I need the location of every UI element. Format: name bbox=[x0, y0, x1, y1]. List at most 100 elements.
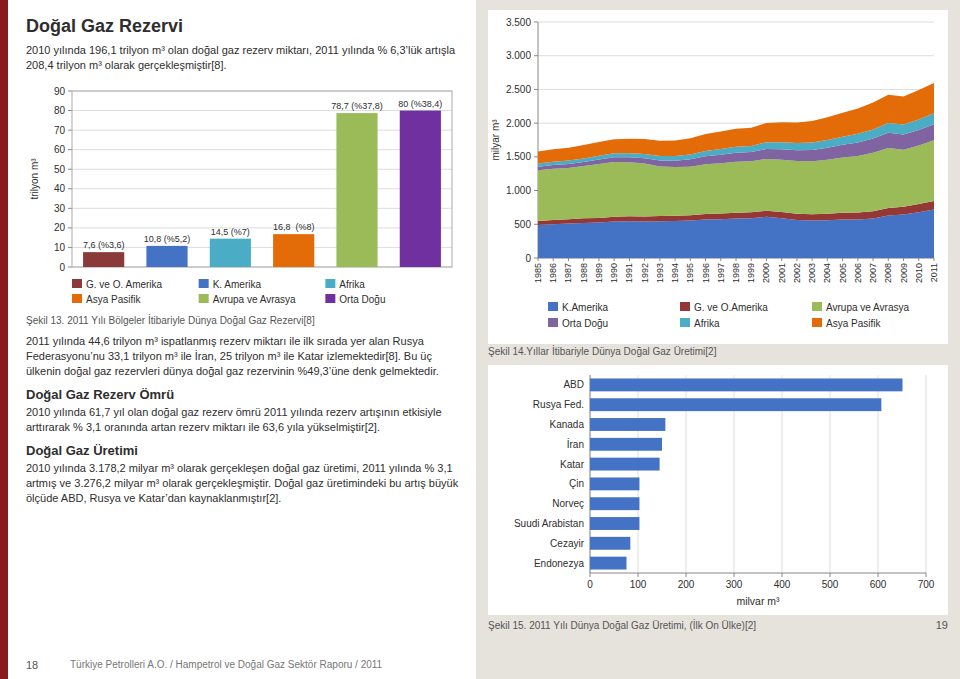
bar bbox=[146, 246, 187, 267]
tick-label: 1.000 bbox=[506, 185, 531, 196]
legend-label: Asya Pasifik bbox=[86, 294, 141, 305]
legend-swatch bbox=[199, 279, 209, 288]
axis-label: milyar m³ bbox=[490, 119, 501, 161]
tick bbox=[534, 224, 538, 225]
tick-label: 1985 bbox=[533, 263, 543, 283]
tick bbox=[568, 258, 569, 261]
paragraph: 2011 yılında 44,6 trilyon m³ ispatlanmış… bbox=[26, 334, 462, 379]
legend: K.Amerika G. ve O.Amerika Avrupa ve Avrasy… bbox=[548, 302, 909, 329]
data-label: 14,5 (%7) bbox=[211, 227, 250, 237]
tick-label: Norveç bbox=[552, 498, 584, 509]
tick-label: 700 bbox=[918, 579, 935, 590]
tick-label: Çin bbox=[569, 478, 584, 489]
tick bbox=[686, 573, 687, 577]
tick-label: 1996 bbox=[701, 263, 711, 283]
page-number: 18 bbox=[26, 659, 38, 671]
grid-line bbox=[72, 247, 452, 248]
marks bbox=[538, 83, 934, 258]
tick bbox=[857, 258, 858, 261]
tick bbox=[705, 258, 706, 261]
tick bbox=[812, 258, 813, 261]
bar bbox=[590, 378, 902, 391]
grid-line bbox=[72, 130, 452, 131]
grid-line bbox=[538, 55, 934, 56]
tick-label: 2003 bbox=[807, 263, 817, 283]
tick-label: 20 bbox=[54, 222, 66, 233]
tick bbox=[534, 190, 538, 191]
axes: 0100200300400500600700 bbox=[587, 375, 935, 590]
right-page: 05001.0001.5002.0002.5003.0003.500198519… bbox=[476, 0, 960, 679]
tick-label: 400 bbox=[774, 579, 791, 590]
legend-label: K.Amerika bbox=[562, 302, 609, 313]
spread: Doğal Gaz Rezervi 2010 yılında 196,1 tril… bbox=[0, 0, 960, 679]
tick-label: 3.500 bbox=[506, 17, 531, 28]
tick bbox=[878, 573, 879, 577]
tick-label: Katar bbox=[560, 459, 585, 470]
tick bbox=[534, 22, 538, 23]
title: Doğal Gaz Rezervi bbox=[26, 16, 462, 37]
tick-label: 2004 bbox=[822, 263, 832, 283]
legend-swatch bbox=[199, 294, 209, 303]
tick-label: 500 bbox=[514, 219, 531, 230]
legend-label: Afrika bbox=[694, 318, 720, 329]
tick bbox=[534, 123, 538, 124]
marks bbox=[590, 378, 902, 569]
left-page: Doğal Gaz Rezervi 2010 yılında 196,1 tril… bbox=[0, 0, 476, 679]
x-ticks: 1985198619871988198919901991199219931994… bbox=[533, 258, 939, 283]
tick bbox=[659, 258, 660, 261]
tick-label: 1987 bbox=[563, 263, 573, 283]
tick-label: 80 bbox=[54, 105, 66, 116]
legend-swatch bbox=[325, 294, 335, 303]
tick-label: 300 bbox=[726, 579, 743, 590]
caption: Şekil 14.Yıllar İtibariyle Dünya Doğal G… bbox=[488, 346, 948, 357]
tick bbox=[842, 258, 843, 261]
tick bbox=[644, 258, 645, 261]
data-label: 10,8 (%5,2) bbox=[144, 234, 191, 244]
tick-label: 1988 bbox=[579, 263, 589, 283]
legend-label: G. ve O.Amerika bbox=[694, 302, 768, 313]
grid-line bbox=[72, 227, 452, 228]
tick bbox=[68, 169, 72, 170]
legend-swatch bbox=[680, 302, 690, 311]
tick-label: 2.500 bbox=[506, 84, 531, 95]
grid-line bbox=[538, 89, 934, 90]
tick bbox=[903, 258, 904, 261]
tick-label: 0 bbox=[587, 579, 593, 590]
marks bbox=[83, 111, 441, 267]
legend-label: Avrupa ve Avrasya bbox=[826, 302, 909, 313]
tick-label: 200 bbox=[678, 579, 695, 590]
tick bbox=[782, 573, 783, 577]
axis-line bbox=[590, 573, 926, 574]
data-label: 16,8 (%8) bbox=[273, 222, 315, 232]
tick-label: 40 bbox=[54, 183, 66, 194]
bar bbox=[400, 111, 441, 267]
legend-swatch bbox=[72, 279, 82, 288]
chart-panel: 0100200300400500600700EndonezyaCezayirSu… bbox=[488, 365, 948, 615]
tick-label: 1995 bbox=[685, 263, 695, 283]
tick bbox=[629, 258, 630, 261]
data-labels: 7,6 (%3,6)10,8 (%5,2)14,5 (%7)16,8 (%8)7… bbox=[83, 99, 442, 251]
tick-label: 2009 bbox=[899, 263, 909, 283]
tick bbox=[68, 149, 72, 150]
axes: 05001.0001.5002.0002.5003.0003.500 bbox=[506, 17, 934, 264]
legend-swatch bbox=[325, 279, 335, 288]
axis-label: milvar m³ bbox=[736, 595, 780, 607]
tick bbox=[796, 258, 797, 261]
bar bbox=[336, 113, 377, 267]
axis-label: trilyon m³ bbox=[29, 158, 40, 200]
subtitle: 2010 yılında 196,1 trilyon m³ olan doğal… bbox=[26, 43, 462, 73]
page-number: 19 bbox=[936, 619, 948, 631]
legend-label: G. ve O. Amerika bbox=[86, 279, 163, 290]
data-label: 80 (%38,4) bbox=[398, 99, 442, 109]
chart-panel: 05001.0001.5002.0002.5003.0003.500198519… bbox=[488, 10, 948, 344]
tick-label: 0 bbox=[525, 253, 531, 264]
tick-label: 1992 bbox=[640, 263, 650, 283]
tick bbox=[734, 573, 735, 577]
tick-label: 2007 bbox=[868, 263, 878, 283]
tick-label: Endonezya bbox=[534, 558, 584, 569]
tick-label: Kanada bbox=[550, 419, 585, 430]
tick bbox=[68, 247, 72, 248]
tick-label: 2011 bbox=[929, 263, 939, 282]
tick-label: 2002 bbox=[792, 263, 802, 283]
tick-label: Cezayir bbox=[550, 538, 585, 549]
